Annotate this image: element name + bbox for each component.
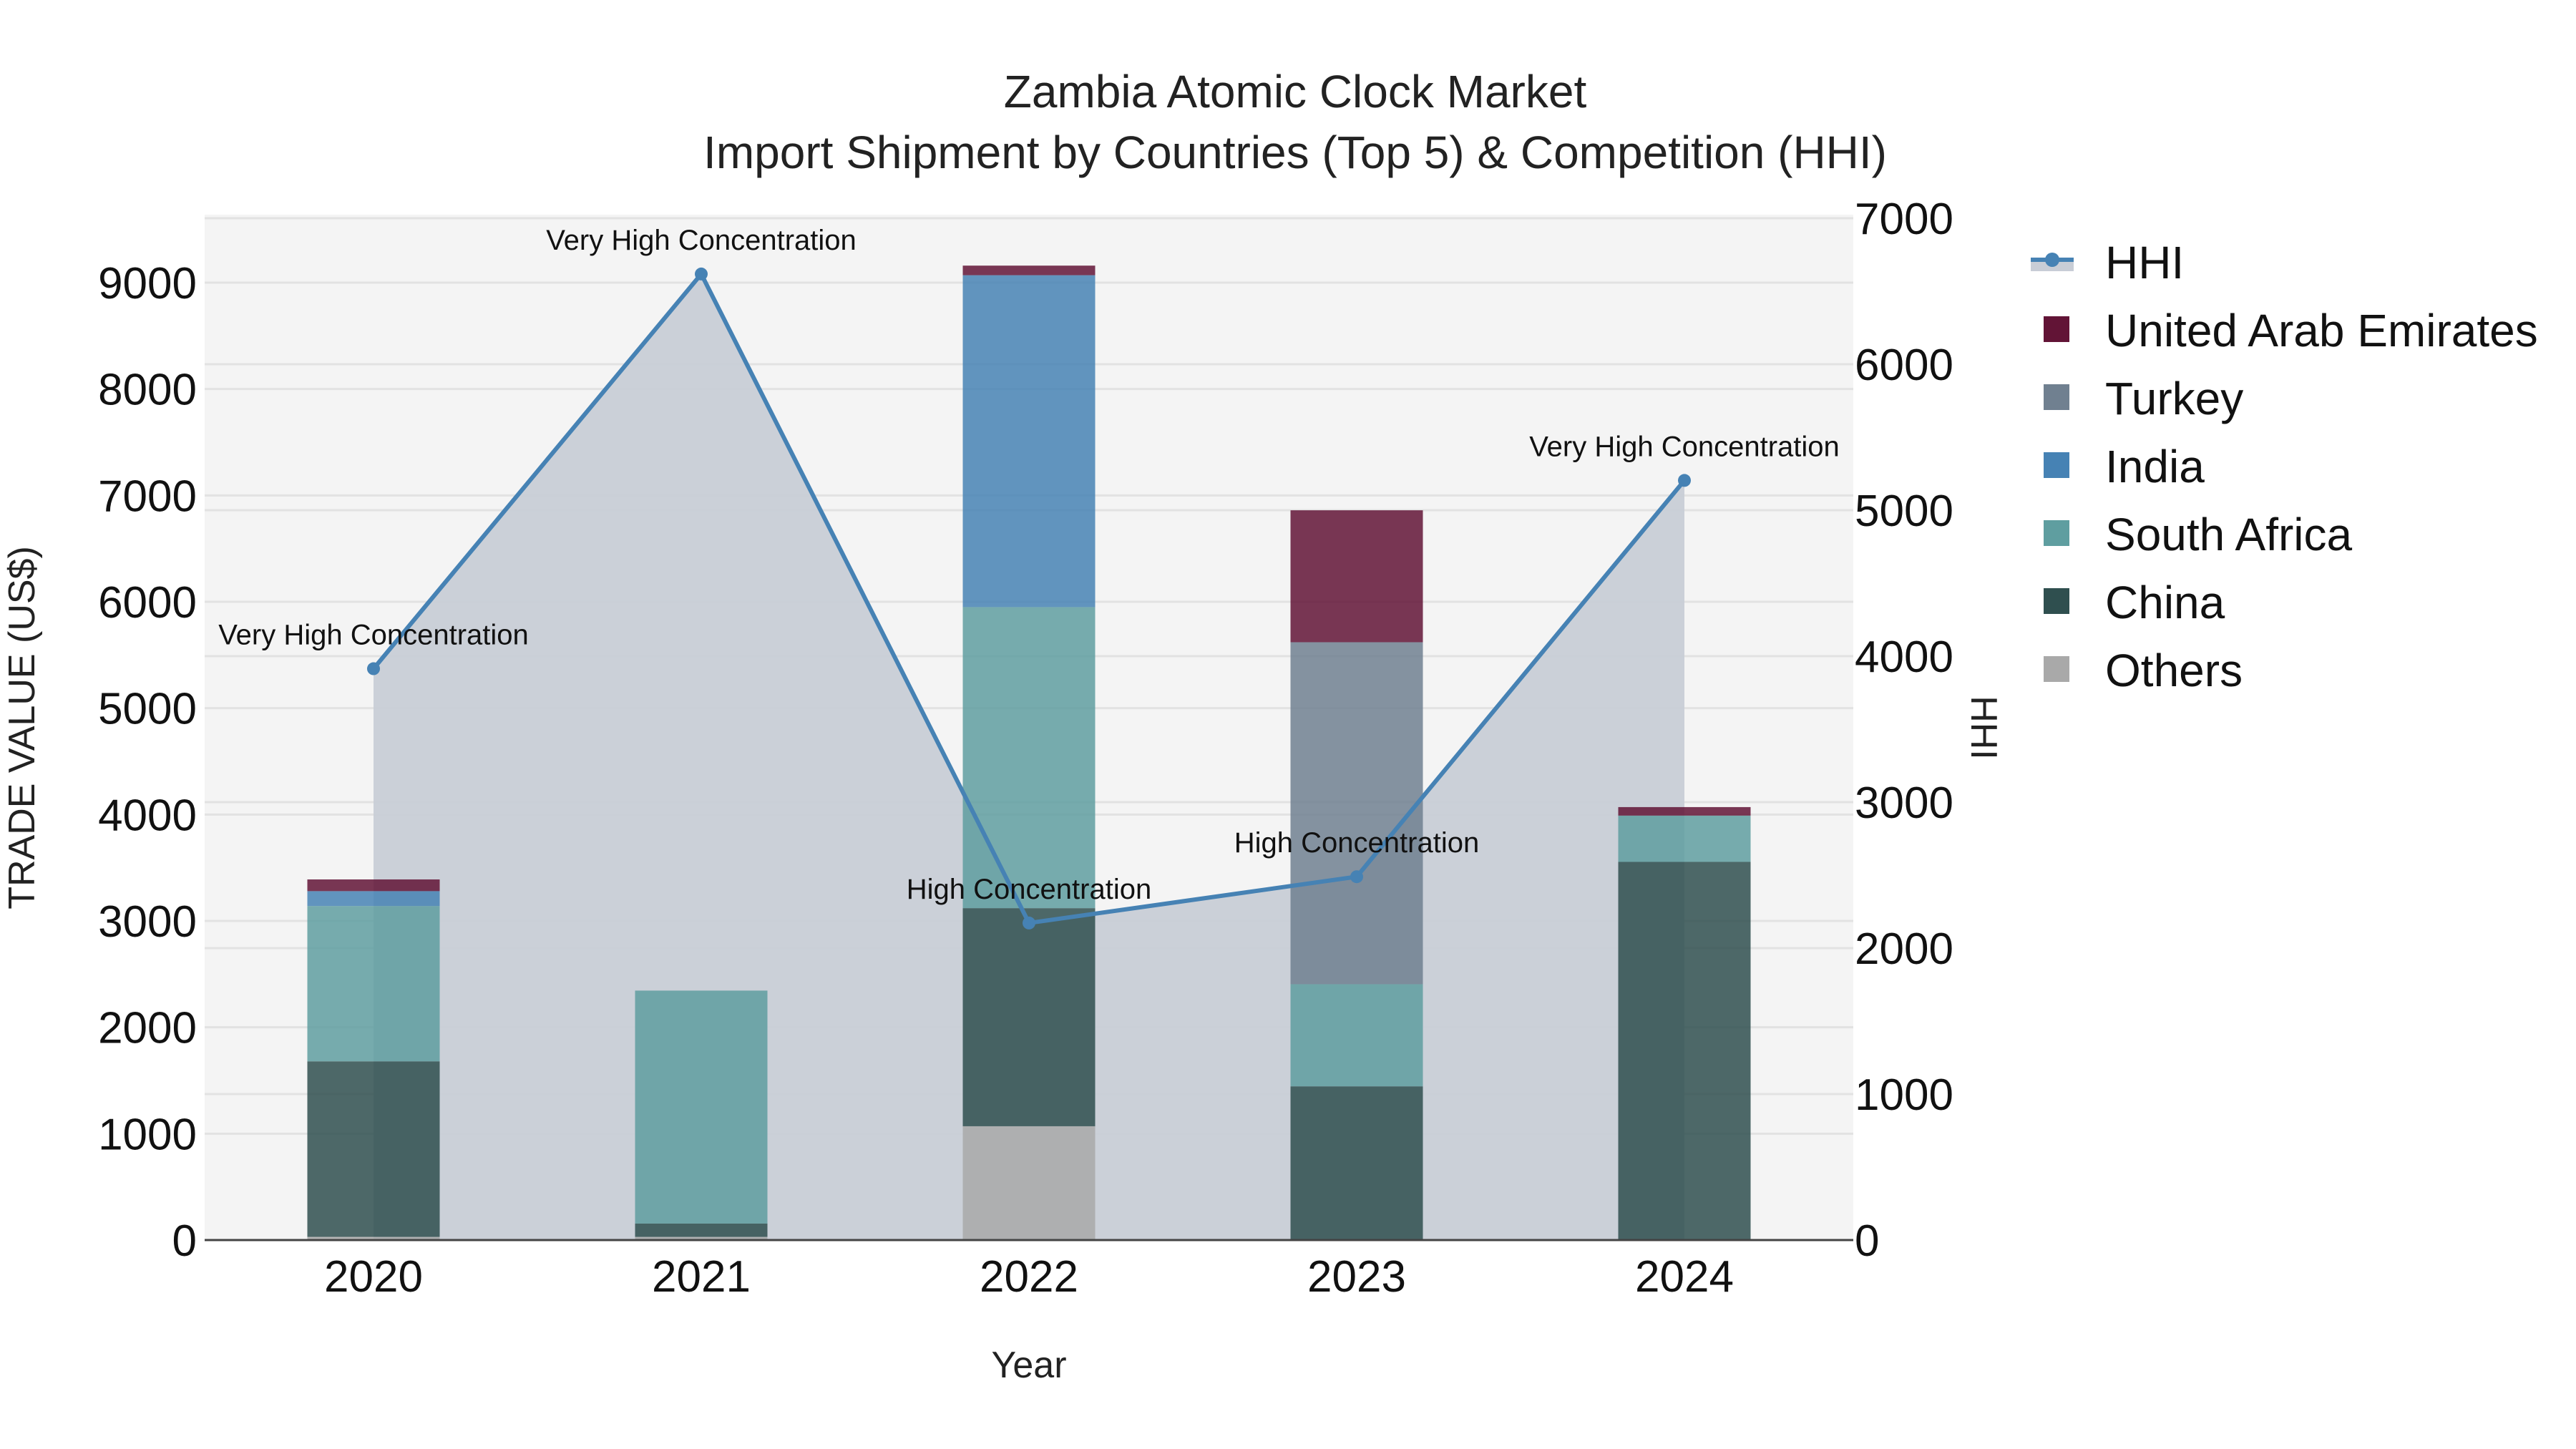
bar-stack-2023[interactable] bbox=[1290, 510, 1423, 1240]
bar-segment[interactable] bbox=[1618, 862, 1751, 1240]
legend-swatch-icon bbox=[2044, 384, 2069, 410]
legend-label: HHI bbox=[2105, 237, 2184, 288]
y-left-tick-label: 4000 bbox=[98, 791, 197, 840]
y-left-tick-label: 9000 bbox=[98, 259, 197, 308]
bar-stack-2024[interactable] bbox=[1618, 806, 1751, 1240]
stacked-bars bbox=[307, 265, 1751, 1240]
y-left-tick-label: 2000 bbox=[98, 1004, 197, 1053]
y-right-tick-label: 1000 bbox=[1855, 1070, 1953, 1120]
x-tick-label: 2022 bbox=[980, 1252, 1078, 1302]
y-right-tick-label: 4000 bbox=[1855, 633, 1953, 682]
bar-segment[interactable] bbox=[635, 990, 768, 1224]
chart-title: Zambia Atomic Clock Market bbox=[1004, 66, 1587, 117]
legend-item[interactable]: Others bbox=[2044, 645, 2243, 696]
bar-segment[interactable] bbox=[1618, 806, 1751, 816]
bar-segment[interactable] bbox=[962, 265, 1096, 275]
legend-swatch-icon bbox=[2044, 452, 2069, 478]
legend-item[interactable]: United Arab Emirates bbox=[2044, 305, 2538, 356]
x-tick-label: 2023 bbox=[1307, 1252, 1406, 1302]
y-left-tick-label: 6000 bbox=[98, 578, 197, 628]
hhi-marker[interactable] bbox=[1023, 916, 1035, 930]
bar-stack-2021[interactable] bbox=[635, 990, 768, 1240]
legend-item[interactable]: China bbox=[2044, 577, 2225, 628]
hhi-annotation: Very High Concentration bbox=[1529, 431, 1840, 462]
legend-swatch-icon bbox=[2044, 656, 2069, 682]
y-left-tick-label: 0 bbox=[172, 1216, 197, 1266]
hhi-marker[interactable] bbox=[1678, 474, 1691, 487]
hhi-legend-dot-icon bbox=[2045, 253, 2059, 267]
legend-item[interactable]: India bbox=[2044, 441, 2205, 492]
hhi-annotations: Very High Concentration Very High Concent… bbox=[218, 225, 1840, 905]
hhi-annotation: High Concentration bbox=[1234, 827, 1479, 859]
x-tick-label: 2021 bbox=[652, 1252, 751, 1302]
y-right-tick-label: 2000 bbox=[1855, 924, 1953, 974]
y-right-tick-label: 7000 bbox=[1855, 195, 1953, 244]
bar-segment[interactable] bbox=[635, 1236, 768, 1240]
x-tick-label: 2024 bbox=[1635, 1252, 1734, 1302]
hhi-marker[interactable] bbox=[1350, 870, 1363, 884]
legend-label: Others bbox=[2105, 645, 2243, 696]
bar-segment[interactable] bbox=[1290, 1086, 1423, 1240]
bar-segment[interactable] bbox=[307, 1061, 440, 1237]
bar-segment[interactable] bbox=[307, 879, 440, 892]
hhi-annotation: Very High Concentration bbox=[218, 620, 529, 651]
legend: HHI United Arab Emirates Turkey India South … bbox=[2031, 237, 2538, 696]
y-axis-left-ticks: 0 1000 2000 3000 4000 5000 6000 7000 8000 9000 bbox=[98, 259, 197, 1266]
y-right-tick-label: 5000 bbox=[1855, 487, 1953, 536]
bar-segment[interactable] bbox=[962, 607, 1096, 909]
hhi-annotation: Very High Concentration bbox=[546, 225, 857, 256]
y-left-tick-label: 8000 bbox=[98, 366, 197, 415]
y-axis-right-ticks: 0 1000 2000 3000 4000 5000 6000 7000 bbox=[1855, 195, 1953, 1266]
x-axis-title: Year bbox=[991, 1345, 1066, 1386]
y-left-tick-label: 1000 bbox=[98, 1110, 197, 1159]
bar-segment[interactable] bbox=[962, 908, 1096, 1126]
bar-segment[interactable] bbox=[1290, 984, 1423, 1087]
x-axis-ticks: 2020 2021 2022 2023 2024 bbox=[324, 1252, 1734, 1302]
y-left-tick-label: 5000 bbox=[98, 685, 197, 734]
bar-segment[interactable] bbox=[307, 1236, 440, 1240]
bar-stack-2020[interactable] bbox=[307, 879, 440, 1240]
y-left-tick-label: 3000 bbox=[98, 897, 197, 947]
y-axis-left-title: TRADE VALUE (US$) bbox=[1, 546, 43, 909]
hhi-line bbox=[367, 267, 1691, 930]
legend-label: Turkey bbox=[2105, 373, 2243, 424]
y-left-tick-label: 7000 bbox=[98, 472, 197, 521]
chart-subtitle: Import Shipment by Countries (Top 5) & C… bbox=[703, 127, 1887, 178]
bar-segment[interactable] bbox=[1290, 642, 1423, 985]
legend-item[interactable]: HHI bbox=[2031, 237, 2184, 288]
bar-segment[interactable] bbox=[962, 275, 1096, 608]
x-tick-label: 2020 bbox=[324, 1252, 423, 1302]
bar-segment[interactable] bbox=[1618, 815, 1751, 862]
y-axis-right-title: HHI bbox=[1963, 696, 2004, 760]
bar-segment[interactable] bbox=[307, 891, 440, 907]
legend-label: South Africa bbox=[2105, 509, 2353, 560]
hhi-marker[interactable] bbox=[695, 267, 708, 280]
legend-item[interactable]: Turkey bbox=[2044, 373, 2243, 424]
hhi-marker[interactable] bbox=[367, 662, 380, 675]
legend-swatch-icon bbox=[2044, 588, 2069, 614]
legend-item[interactable]: South Africa bbox=[2044, 509, 2353, 560]
legend-swatch-icon bbox=[2044, 316, 2069, 342]
legend-label: India bbox=[2105, 441, 2205, 492]
legend-swatch-icon bbox=[2044, 520, 2069, 546]
bar-segment[interactable] bbox=[635, 1223, 768, 1237]
y-right-tick-label: 6000 bbox=[1855, 341, 1953, 390]
hhi-annotation: High Concentration bbox=[907, 874, 1151, 905]
y-right-tick-label: 0 bbox=[1855, 1216, 1879, 1266]
bar-segment[interactable] bbox=[962, 1126, 1096, 1240]
legend-label: China bbox=[2105, 577, 2225, 628]
y-right-tick-label: 3000 bbox=[1855, 779, 1953, 828]
bar-stack-2022[interactable] bbox=[962, 265, 1096, 1240]
bar-segment[interactable] bbox=[1290, 510, 1423, 643]
bar-segment[interactable] bbox=[307, 906, 440, 1062]
legend-label: United Arab Emirates bbox=[2105, 305, 2538, 356]
